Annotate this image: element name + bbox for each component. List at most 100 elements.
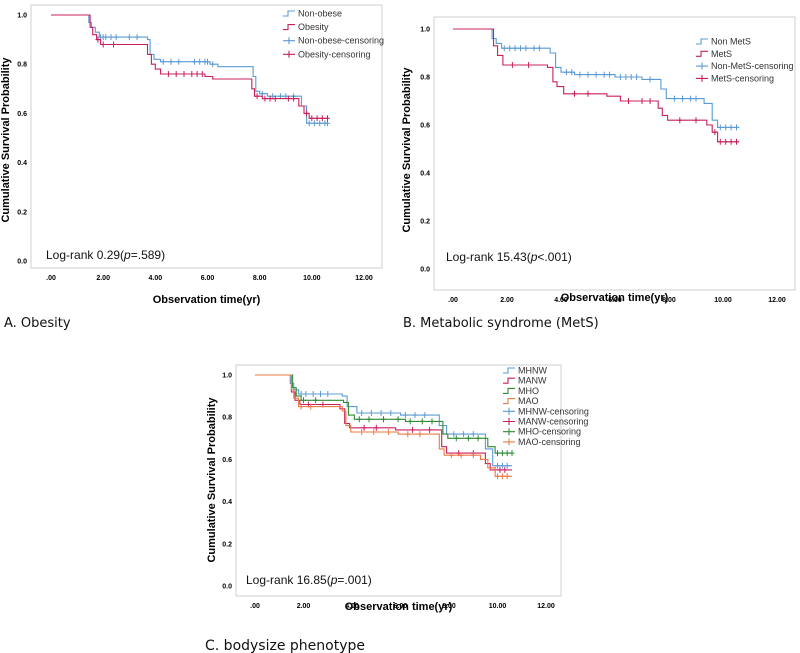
log-rank-p: p bbox=[123, 248, 131, 262]
censor-mark bbox=[507, 45, 513, 52]
censor-mark bbox=[470, 452, 476, 459]
censor-mark bbox=[495, 462, 500, 469]
log-rank-p: p bbox=[530, 250, 538, 264]
censor-mark bbox=[210, 61, 216, 68]
x-tick-label: 6.00 bbox=[201, 275, 215, 282]
censor-mark bbox=[368, 410, 374, 416]
censor-mark bbox=[309, 115, 315, 122]
censor-mark bbox=[108, 34, 114, 41]
x-tick-label: 4.00 bbox=[345, 603, 359, 610]
y-tick-label: 1.0 bbox=[17, 13, 27, 20]
y-tick-label: 0.4 bbox=[420, 171, 430, 178]
censor-mark bbox=[197, 58, 203, 65]
x-tick-label: 10.00 bbox=[714, 297, 732, 304]
log-rank-annotation: Log-rank 15.43(p<.001) bbox=[446, 250, 572, 264]
x-tick-label: 2.00 bbox=[297, 603, 311, 610]
y-tick-label: 0.2 bbox=[17, 209, 27, 216]
x-tick-label: 8.00 bbox=[442, 603, 456, 610]
censor-mark bbox=[95, 36, 101, 43]
y-tick-label: 0.8 bbox=[17, 62, 27, 69]
x-tick-label: 4.00 bbox=[149, 275, 163, 282]
censor-mark bbox=[723, 138, 729, 145]
panel-c: 0.0 0.2 0.4 0.6 0.8 1.0 .00 2.00 4.00 6.00 8.00 10.… bbox=[206, 364, 589, 613]
plot-frame bbox=[235, 364, 562, 597]
censor-mark bbox=[572, 90, 577, 97]
censor-mark bbox=[176, 58, 182, 65]
survival-curve-mets bbox=[453, 28, 740, 143]
legend-censor-swatch bbox=[503, 438, 515, 446]
censor-mark bbox=[671, 95, 677, 102]
censor-mark bbox=[504, 450, 510, 457]
legend-label: MANW bbox=[518, 376, 547, 386]
censor-mark bbox=[313, 397, 319, 404]
censor-mark bbox=[262, 95, 268, 102]
censor-mark bbox=[407, 418, 413, 425]
log-rank-annotation: Log-rank 16.85(p=.001) bbox=[246, 573, 372, 587]
legend-label: MetS bbox=[711, 49, 732, 59]
censor-mark bbox=[509, 450, 515, 457]
censor-mark bbox=[502, 466, 508, 473]
censor-mark bbox=[325, 115, 330, 122]
censor-mark bbox=[626, 98, 631, 104]
censor-mark bbox=[475, 435, 481, 442]
censor-mark bbox=[429, 418, 435, 425]
censor-mark bbox=[509, 62, 515, 68]
y-axis-title: Cumulative Survival Probability bbox=[206, 397, 218, 563]
censor-mark bbox=[504, 473, 510, 480]
censor-mark bbox=[693, 117, 699, 124]
legend-label: MAO bbox=[518, 396, 539, 406]
censor-mark bbox=[291, 95, 297, 102]
x-tick-label: 2.00 bbox=[500, 297, 514, 304]
x-tick-label: .00 bbox=[46, 275, 56, 282]
legend: Non MetS MetS Non-MetS-censoring MetS-censo… bbox=[696, 37, 794, 83]
censor-mark bbox=[639, 98, 645, 104]
y-axis-title: Cumulative Survival Probability bbox=[401, 67, 413, 233]
censor-mark bbox=[723, 124, 729, 131]
censor-mark bbox=[318, 391, 323, 397]
censor-mark bbox=[385, 429, 391, 435]
legend-step-swatch bbox=[283, 24, 295, 31]
legend-label: MANW-censoring bbox=[518, 417, 588, 427]
censor-mark bbox=[306, 120, 312, 127]
censor-mark bbox=[497, 466, 503, 473]
censor-mark bbox=[359, 410, 365, 416]
censor-mark bbox=[419, 418, 425, 425]
legend-step-swatch bbox=[503, 387, 515, 394]
censor-mark bbox=[388, 410, 394, 416]
legend-censor-swatch bbox=[503, 428, 515, 436]
plot-frame bbox=[30, 4, 383, 269]
censor-mark bbox=[495, 473, 500, 480]
censor-mark bbox=[308, 403, 314, 410]
censor-mark bbox=[304, 110, 310, 117]
censor-mark bbox=[301, 397, 306, 404]
legend-label: Obesity-censoring bbox=[298, 49, 371, 59]
censor-mark bbox=[111, 41, 117, 48]
legend-step-swatch bbox=[503, 398, 515, 405]
censor-mark bbox=[717, 138, 723, 145]
censor-mark bbox=[100, 41, 106, 48]
censor-mark bbox=[373, 424, 379, 431]
legend-censor-swatch bbox=[503, 407, 515, 415]
legend-label: MAO-censoring bbox=[518, 437, 581, 447]
censor-mark bbox=[647, 98, 653, 104]
x-axis-title: Observation time(yr) bbox=[153, 294, 261, 306]
censor-mark bbox=[495, 450, 500, 457]
censor-mark bbox=[628, 74, 634, 80]
x-tick-label: 8.00 bbox=[662, 297, 676, 304]
censor-mark bbox=[402, 412, 408, 419]
censor-mark bbox=[688, 95, 694, 102]
log-rank-suffix: <.001) bbox=[537, 250, 571, 264]
x-tick-label: 10.00 bbox=[489, 603, 507, 610]
censor-mark bbox=[523, 45, 529, 52]
censor-mark bbox=[199, 71, 205, 77]
censor-mark bbox=[577, 71, 583, 78]
legend-step-swatch bbox=[503, 377, 515, 384]
censor-mark bbox=[356, 416, 362, 423]
censor-mark bbox=[310, 391, 316, 397]
legend-censor-swatch bbox=[283, 50, 295, 58]
legend-label: MHNW-censoring bbox=[518, 406, 589, 416]
censor-mark bbox=[254, 93, 260, 100]
censor-mark bbox=[617, 74, 623, 80]
censor-mark bbox=[607, 71, 613, 78]
censor-mark bbox=[427, 426, 433, 433]
